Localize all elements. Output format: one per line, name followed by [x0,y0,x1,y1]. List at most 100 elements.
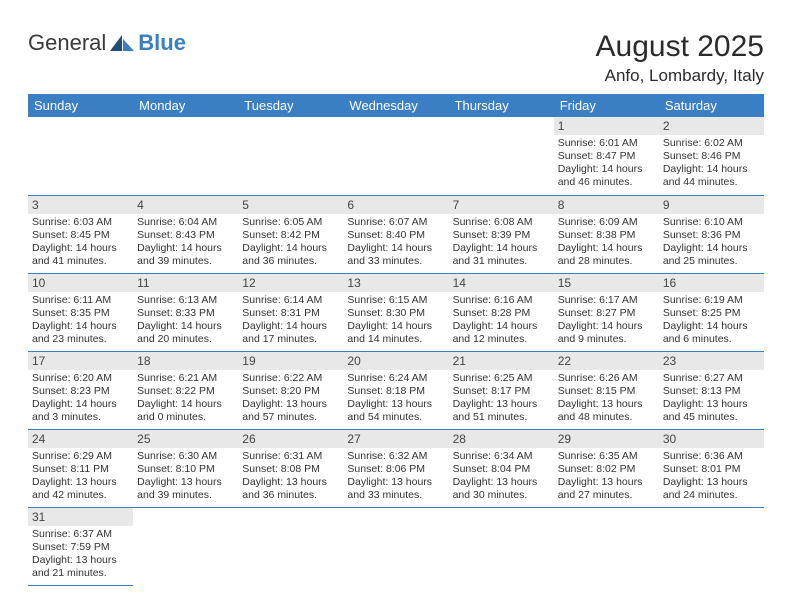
calendar-cell: 9Sunrise: 6:10 AMSunset: 8:36 PMDaylight… [659,195,764,273]
day-details: Sunrise: 6:05 AMSunset: 8:42 PMDaylight:… [238,214,343,271]
sunset-text: Sunset: 8:18 PM [347,385,444,398]
sunset-text: Sunset: 8:23 PM [32,385,129,398]
sunrise-text: Sunrise: 6:34 AM [453,450,550,463]
calendar-cell: 7Sunrise: 6:08 AMSunset: 8:39 PMDaylight… [449,195,554,273]
day-number: 17 [28,352,133,370]
sunset-text: Sunset: 8:04 PM [453,463,550,476]
day-details: Sunrise: 6:35 AMSunset: 8:02 PMDaylight:… [554,448,659,505]
sunset-text: Sunset: 8:46 PM [663,150,760,163]
sunrise-text: Sunrise: 6:35 AM [558,450,655,463]
daylight-text: Daylight: 14 hours and 0 minutes. [137,398,234,424]
sunrise-text: Sunrise: 6:13 AM [137,294,234,307]
title-block: August 2025 Anfo, Lombardy, Italy [596,30,764,86]
logo-text-1: General [28,30,106,56]
day-number: 24 [28,430,133,448]
day-details: Sunrise: 6:11 AMSunset: 8:35 PMDaylight:… [28,292,133,349]
calendar-cell: 5Sunrise: 6:05 AMSunset: 8:42 PMDaylight… [238,195,343,273]
sunrise-text: Sunrise: 6:32 AM [347,450,444,463]
calendar-cell [133,117,238,195]
calendar-cell: 21Sunrise: 6:25 AMSunset: 8:17 PMDayligh… [449,351,554,429]
sunrise-text: Sunrise: 6:22 AM [242,372,339,385]
header: General Blue August 2025 Anfo, Lombardy,… [28,30,764,86]
day-details: Sunrise: 6:01 AMSunset: 8:47 PMDaylight:… [554,135,659,192]
sail-icon [108,33,136,53]
day-details: Sunrise: 6:15 AMSunset: 8:30 PMDaylight:… [343,292,448,349]
day-details: Sunrise: 6:13 AMSunset: 8:33 PMDaylight:… [133,292,238,349]
day-details: Sunrise: 6:31 AMSunset: 8:08 PMDaylight:… [238,448,343,505]
sunset-text: Sunset: 8:35 PM [32,307,129,320]
sunrise-text: Sunrise: 6:19 AM [663,294,760,307]
day-details: Sunrise: 6:21 AMSunset: 8:22 PMDaylight:… [133,370,238,427]
calendar-cell [343,117,448,195]
day-number: 21 [449,352,554,370]
day-details: Sunrise: 6:29 AMSunset: 8:11 PMDaylight:… [28,448,133,505]
day-number: 27 [343,430,448,448]
day-number: 3 [28,196,133,214]
daylight-text: Daylight: 14 hours and 46 minutes. [558,163,655,189]
weekday-header: Sunday [28,94,133,117]
day-number: 25 [133,430,238,448]
calendar-cell: 17Sunrise: 6:20 AMSunset: 8:23 PMDayligh… [28,351,133,429]
daylight-text: Daylight: 14 hours and 9 minutes. [558,320,655,346]
sunrise-text: Sunrise: 6:03 AM [32,216,129,229]
sunset-text: Sunset: 8:47 PM [558,150,655,163]
calendar-row: 17Sunrise: 6:20 AMSunset: 8:23 PMDayligh… [28,351,764,429]
calendar-cell: 30Sunrise: 6:36 AMSunset: 8:01 PMDayligh… [659,429,764,507]
daylight-text: Daylight: 14 hours and 41 minutes. [32,242,129,268]
calendar-table: Sunday Monday Tuesday Wednesday Thursday… [28,94,764,586]
sunset-text: Sunset: 8:28 PM [453,307,550,320]
daylight-text: Daylight: 13 hours and 39 minutes. [137,476,234,502]
sunset-text: Sunset: 8:31 PM [242,307,339,320]
day-details: Sunrise: 6:30 AMSunset: 8:10 PMDaylight:… [133,448,238,505]
sunset-text: Sunset: 8:06 PM [347,463,444,476]
daylight-text: Daylight: 14 hours and 44 minutes. [663,163,760,189]
daylight-text: Daylight: 14 hours and 20 minutes. [137,320,234,346]
calendar-cell [238,507,343,585]
calendar-cell: 13Sunrise: 6:15 AMSunset: 8:30 PMDayligh… [343,273,448,351]
sunrise-text: Sunrise: 6:17 AM [558,294,655,307]
day-number: 28 [449,430,554,448]
daylight-text: Daylight: 13 hours and 33 minutes. [347,476,444,502]
day-details: Sunrise: 6:03 AMSunset: 8:45 PMDaylight:… [28,214,133,271]
sunset-text: Sunset: 8:40 PM [347,229,444,242]
sunrise-text: Sunrise: 6:15 AM [347,294,444,307]
sunset-text: Sunset: 8:39 PM [453,229,550,242]
day-details: Sunrise: 6:37 AMSunset: 7:59 PMDaylight:… [28,526,133,583]
sunrise-text: Sunrise: 6:09 AM [558,216,655,229]
day-details: Sunrise: 6:24 AMSunset: 8:18 PMDaylight:… [343,370,448,427]
day-number: 15 [554,274,659,292]
day-number: 19 [238,352,343,370]
sunrise-text: Sunrise: 6:11 AM [32,294,129,307]
daylight-text: Daylight: 13 hours and 30 minutes. [453,476,550,502]
day-number: 1 [554,117,659,135]
weekday-header: Wednesday [343,94,448,117]
sunset-text: Sunset: 8:22 PM [137,385,234,398]
day-number: 30 [659,430,764,448]
day-details: Sunrise: 6:10 AMSunset: 8:36 PMDaylight:… [659,214,764,271]
sunrise-text: Sunrise: 6:24 AM [347,372,444,385]
day-details: Sunrise: 6:14 AMSunset: 8:31 PMDaylight:… [238,292,343,349]
daylight-text: Daylight: 13 hours and 36 minutes. [242,476,339,502]
calendar-cell: 6Sunrise: 6:07 AMSunset: 8:40 PMDaylight… [343,195,448,273]
day-details: Sunrise: 6:32 AMSunset: 8:06 PMDaylight:… [343,448,448,505]
month-title: August 2025 [596,30,764,64]
calendar-cell [238,117,343,195]
day-details: Sunrise: 6:09 AMSunset: 8:38 PMDaylight:… [554,214,659,271]
sunset-text: Sunset: 8:43 PM [137,229,234,242]
daylight-text: Daylight: 14 hours and 31 minutes. [453,242,550,268]
day-details: Sunrise: 6:26 AMSunset: 8:15 PMDaylight:… [554,370,659,427]
sunset-text: Sunset: 8:27 PM [558,307,655,320]
sunset-text: Sunset: 8:08 PM [242,463,339,476]
calendar-cell: 2Sunrise: 6:02 AMSunset: 8:46 PMDaylight… [659,117,764,195]
daylight-text: Daylight: 13 hours and 51 minutes. [453,398,550,424]
logo: General Blue [28,30,186,56]
daylight-text: Daylight: 13 hours and 21 minutes. [32,554,129,580]
daylight-text: Daylight: 14 hours and 28 minutes. [558,242,655,268]
daylight-text: Daylight: 13 hours and 24 minutes. [663,476,760,502]
sunrise-text: Sunrise: 6:05 AM [242,216,339,229]
calendar-cell [449,117,554,195]
day-number: 26 [238,430,343,448]
day-number: 31 [28,508,133,526]
sunset-text: Sunset: 8:01 PM [663,463,760,476]
day-number: 9 [659,196,764,214]
